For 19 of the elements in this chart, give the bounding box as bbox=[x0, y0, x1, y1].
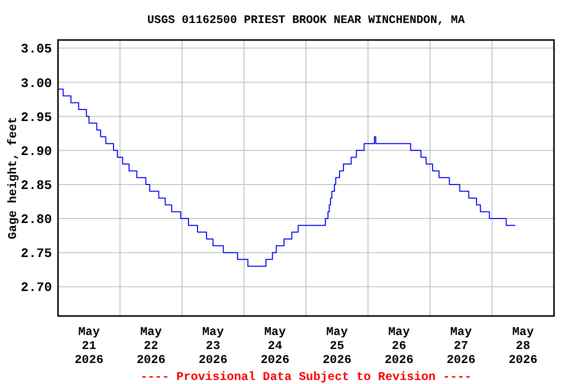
x-tick-label: May 22 2026 bbox=[136, 325, 166, 367]
y-tick-label: 2.80 bbox=[20, 212, 52, 228]
text: ---- Provisional Data Subject to Revision ---- bbox=[140, 370, 472, 384]
x-tick-label: May 27 2026 bbox=[446, 325, 476, 367]
x-tick-label: May 24 2026 bbox=[260, 325, 290, 367]
x-tick-label: May 21 2026 bbox=[74, 325, 104, 367]
y-tick-label: 2.95 bbox=[20, 110, 52, 125]
y-tick-label: 3.05 bbox=[20, 42, 52, 57]
y-tick-label: 2.70 bbox=[20, 280, 52, 296]
y-tick-label: 2.85 bbox=[20, 178, 52, 194]
x-tick-label: May 26 2026 bbox=[384, 325, 414, 367]
x-tick-label: May 25 2026 bbox=[322, 325, 352, 367]
x-tick-label: May 23 2026 bbox=[198, 325, 228, 367]
x-tick-label: May 28 2026 bbox=[508, 325, 538, 367]
y-tick-label: 2.90 bbox=[20, 144, 52, 159]
y-axis-title: Gage height, feet bbox=[6, 116, 20, 240]
y-tick-label: 3.00 bbox=[20, 76, 52, 91]
chart-title: USGS 01162500 PRIEST BROOK NEAR WINCHENDON, MA bbox=[147, 14, 465, 27]
y-tick-label: 2.75 bbox=[20, 246, 52, 262]
